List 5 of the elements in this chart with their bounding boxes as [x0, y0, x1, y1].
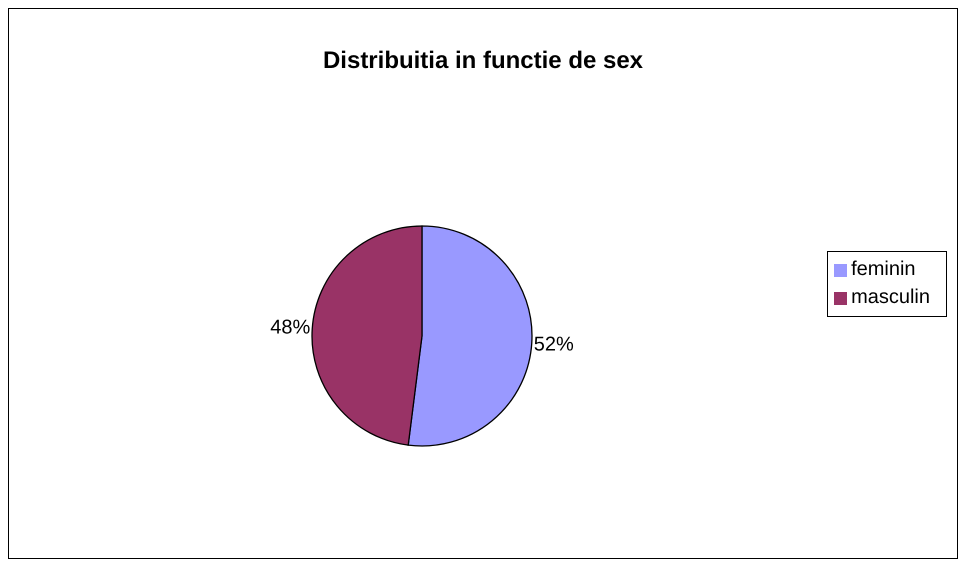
legend-label: feminin	[851, 258, 916, 280]
data-label: 48%	[270, 316, 310, 339]
data-label: 52%	[534, 333, 574, 356]
chart-title: Distribuitia in functie de sex	[322, 47, 644, 75]
legend-label: masculin	[851, 286, 930, 308]
